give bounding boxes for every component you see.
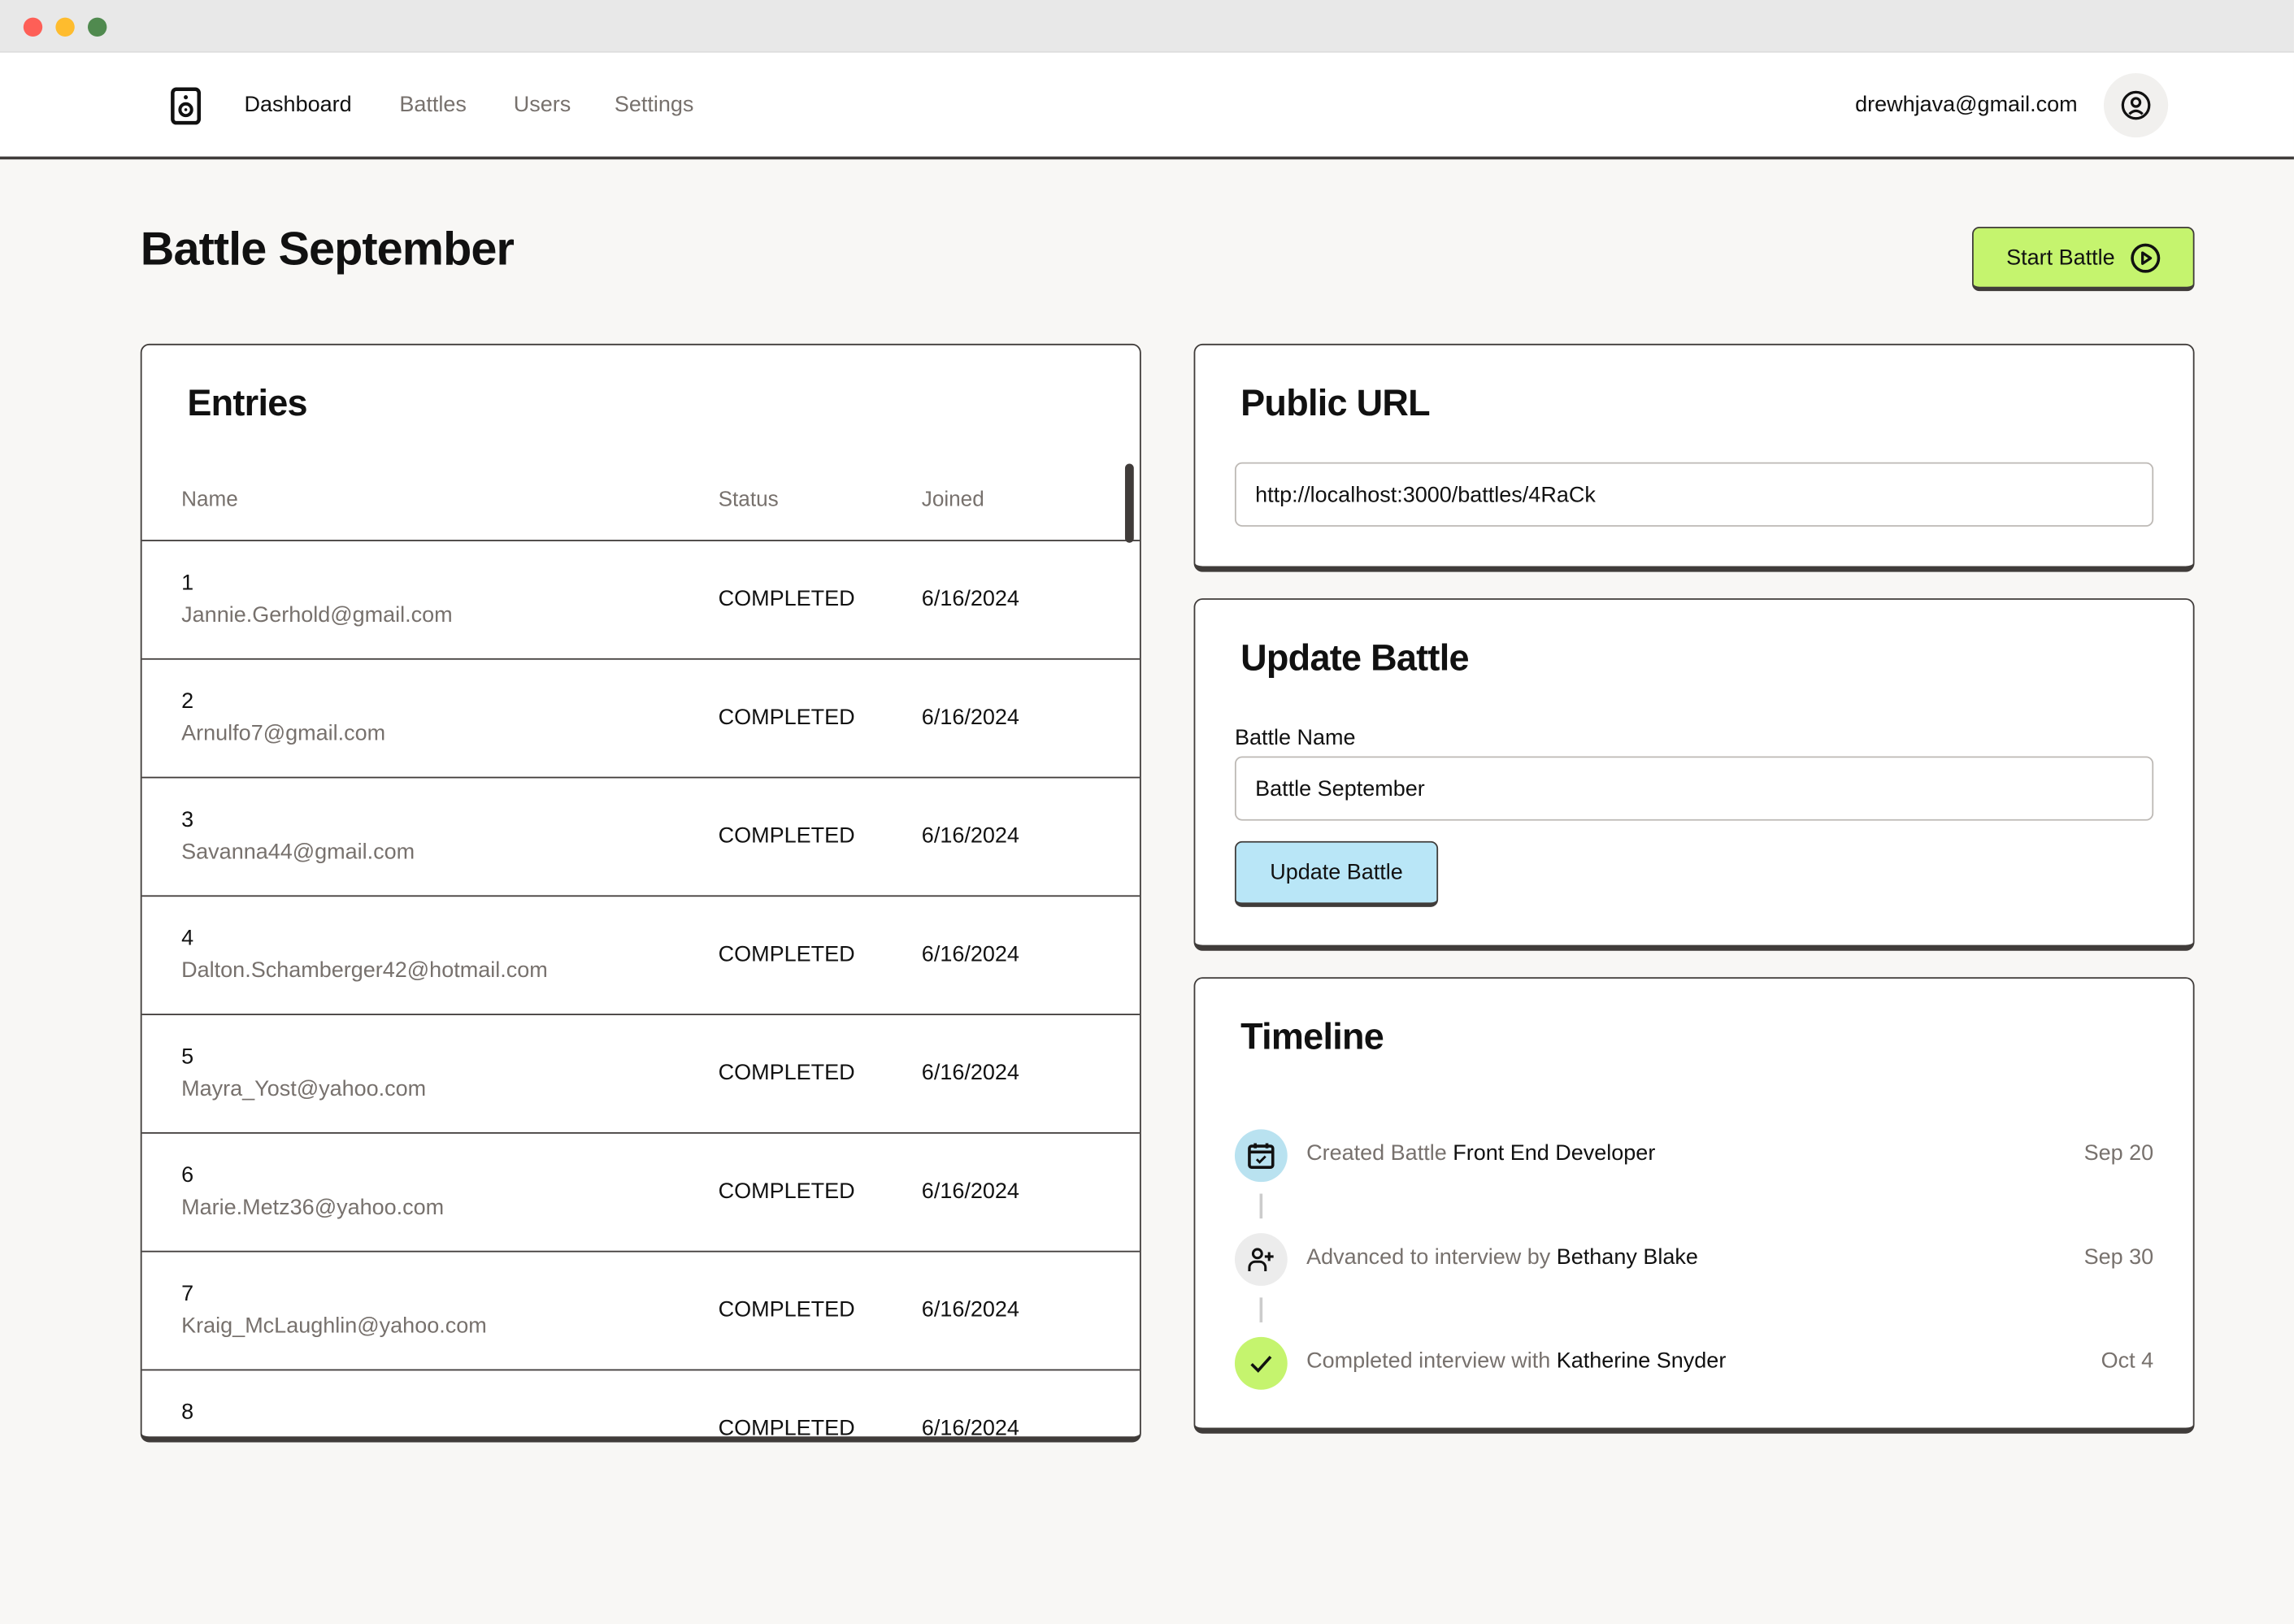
timeline-card: Timeline Created Battle Front End Develo… [1193,977,2195,1434]
user-plus-icon [1248,1248,1274,1271]
entry-joined: 6/16/2024 [921,1179,1019,1205]
avatar-button[interactable] [2103,72,2169,138]
entry-status: COMPLETED [718,1297,855,1322]
entry-email: Mayra_Yost@yahoo.com [181,1076,427,1102]
column-status: Status [718,489,779,512]
entry-email: Kraig_McLaughlin@yahoo.com [181,1314,487,1339]
update-battle-title: Update Battle [1240,637,1469,680]
start-battle-button[interactable]: Start Battle [1971,226,2195,292]
speaker-icon[interactable] [170,86,202,133]
user-email: drewhjava@gmail.com [1855,92,2078,117]
table-row[interactable]: 7 Kraig_McLaughlin@yahoo.com COMPLETED 6/16… [141,1250,1140,1370]
table-row[interactable]: 1 Jannie.Gerhold@gmail.com COMPLETED 6/16/2… [141,540,1140,658]
battle-name-input[interactable]: Battle September [1234,756,2154,821]
entry-status: COMPLETED [718,942,855,967]
entry-number: 7 [181,1281,194,1307]
update-battle-card: Update Battle Battle Name Battle Septemb… [1193,598,2195,951]
timeline-connector [1259,1297,1262,1322]
entry-status: COMPLETED [718,1060,855,1086]
timeline-event-icon [1234,1233,1288,1286]
entries-card: Entries Name Status Joined 1 Jannie.Gerho… [140,343,1141,1443]
page-title: Battle September [140,222,515,276]
entry-status: COMPLETED [718,823,855,849]
battle-name-label: Battle Name [1234,725,1356,751]
entry-email: Marie.Metz36@yahoo.com [181,1195,445,1220]
entry-number: 3 [181,807,194,833]
entry-joined: 6/16/2024 [921,1060,1019,1086]
entry-joined: 6/16/2024 [921,823,1019,849]
table-row[interactable]: 8 COMPLETED 6/16/2024 [141,1369,1140,1441]
play-circle-icon [2130,242,2160,272]
entry-number: 5 [181,1044,194,1070]
update-battle-button[interactable]: Update Battle [1234,840,1439,907]
column-name: Name [181,489,238,512]
nav-battles[interactable]: Battles [399,92,467,117]
entry-status: COMPLETED [718,705,855,731]
entry-number: 6 [181,1162,194,1188]
entry-email: Savanna44@gmail.com [181,840,415,865]
timeline-event-icon [1234,1129,1288,1183]
table-row[interactable]: 5 Mayra_Yost@yahoo.com COMPLETED 6/16/2024 [141,1014,1140,1132]
timeline-title: Timeline [1240,1016,1384,1058]
timeline-event-date: Sep 20 [2083,1140,2154,1166]
column-joined: Joined [921,489,984,512]
entry-joined: 6/16/2024 [921,942,1019,967]
user-circle-icon [2121,90,2151,120]
public-url-card: Public URL http://localhost:3000/battles… [1193,343,2195,572]
start-battle-label: Start Battle [2006,245,2115,271]
entry-joined: 6/16/2024 [921,1297,1019,1322]
check-icon [1250,1356,1272,1373]
entry-number: 1 [181,570,194,596]
entry-joined: 6/16/2024 [921,1416,1019,1441]
entry-email: Dalton.Schamberger42@hotmail.com [181,957,548,984]
entry-number: 2 [181,688,194,714]
public-url-title: Public URL [1240,383,1431,424]
window-close-button[interactable] [23,17,43,37]
timeline-event-date: Sep 30 [2083,1244,2154,1270]
top-nav: Dashboard Battles Users Settings drewhja… [0,52,2294,160]
entry-status: COMPLETED [718,1179,855,1205]
entry-status: COMPLETED [718,1416,855,1441]
timeline-event-text: Completed interview with Katherine Snyde… [1306,1348,1727,1374]
entry-number: 4 [181,926,194,951]
window-maximize-button[interactable] [87,17,107,37]
timeline-event-date: Oct 4 [2101,1348,2154,1374]
public-url-input[interactable]: http://localhost:3000/battles/4RaCk [1234,462,2154,527]
nav-settings[interactable]: Settings [614,92,694,117]
window-minimize-button[interactable] [55,17,75,37]
entry-email: Arnulfo7@gmail.com [181,721,386,746]
timeline-event-text: Created Battle Front End Developer [1306,1140,1656,1166]
window-titlebar [0,0,2294,53]
timeline-event-icon [1234,1336,1288,1390]
nav-users[interactable]: Users [513,92,571,117]
table-row[interactable]: 6 Marie.Metz36@yahoo.com COMPLETED 6/16/202… [141,1131,1140,1251]
nav-dashboard[interactable]: Dashboard [244,92,352,117]
entry-number: 8 [181,1400,194,1425]
timeline-event-text: Advanced to interview by Bethany Blake [1306,1244,1698,1270]
table-row[interactable]: 3 Savanna44@gmail.com COMPLETED 6/16/2024 [141,776,1140,896]
entry-email: Jannie.Gerhold@gmail.com [181,602,453,628]
entry-joined: 6/16/2024 [921,586,1019,612]
calendar-check-icon [1248,1143,1275,1169]
scrollbar-thumb[interactable] [1124,463,1134,543]
entries-title: Entries [187,383,307,424]
table-row[interactable]: 2 Arnulfo7@gmail.com COMPLETED 6/16/2024 [141,658,1140,777]
entry-joined: 6/16/2024 [921,705,1019,731]
entry-status: COMPLETED [718,586,855,612]
table-row[interactable]: 4 Dalton.Schamberger42@hotmail.com COMPLET… [141,895,1140,1014]
timeline-connector [1259,1193,1262,1219]
